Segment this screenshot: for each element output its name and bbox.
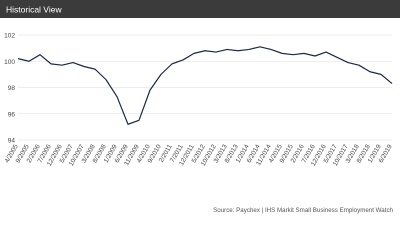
y-tick-label: 98 [8,85,16,92]
y-tick-label: 96 [8,111,16,118]
page: Historical View Source: Paychex | IHS Ma… [0,0,400,214]
y-tick-label: 102 [4,33,15,40]
y-tick-label: 94 [8,138,16,145]
source-note: Source: Paychex | IHS Markit Small Busin… [213,207,393,214]
header-bar [0,0,400,18]
header-title: Historical View [6,5,62,15]
y-tick-label: 100 [4,59,15,66]
data-line [17,46,393,125]
